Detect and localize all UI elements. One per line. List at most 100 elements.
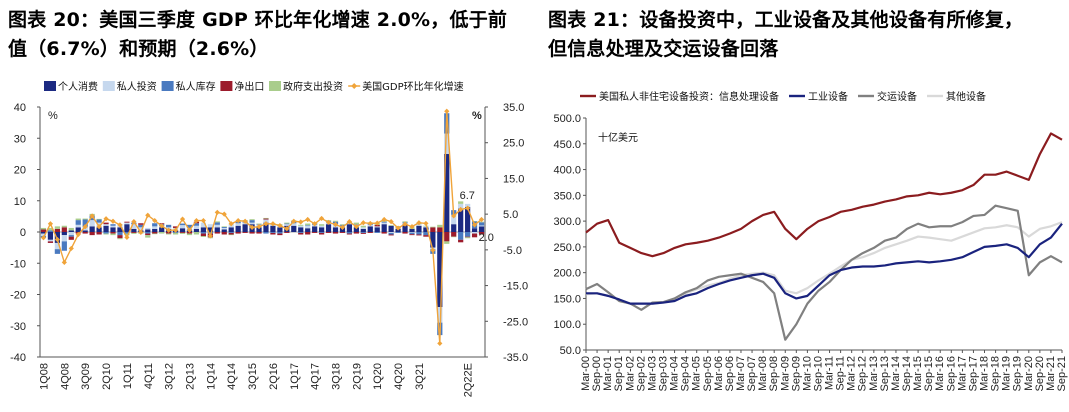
bar-segment: [152, 223, 158, 227]
gdp-growth-marker: [451, 213, 457, 219]
left-title-line2: 值（6.7%）和预期（2.6%）: [8, 38, 269, 60]
bar-segment: [437, 227, 443, 232]
gdp-growth-marker: [409, 224, 415, 230]
x-tick-label: Mar-09: [779, 356, 791, 391]
bar-segment: [193, 223, 200, 226]
bar-segment: [423, 226, 429, 228]
gdp-growth-marker: [54, 236, 60, 243]
bar-segment: [82, 218, 88, 220]
bar-segment: [89, 232, 95, 236]
bar-segment: [124, 222, 130, 225]
y-tick-label: -10: [10, 258, 26, 270]
x-tick-label: Mar-04: [669, 356, 681, 391]
bar-segment: [214, 221, 220, 223]
bar-segment: [61, 232, 67, 236]
bar-segment: [451, 224, 457, 232]
bar-segment: [68, 235, 74, 237]
bar-segment: [68, 236, 74, 240]
bar-segment: [374, 227, 380, 232]
gdp-growth-marker: [159, 223, 165, 229]
bar-segment: [89, 226, 95, 232]
bar-segment: [172, 226, 179, 228]
bar-segment: [200, 222, 207, 228]
y-tick-label: -40: [10, 352, 26, 364]
bar-segment: [75, 218, 81, 221]
legend-swatch: [161, 81, 174, 91]
gdp-growth-marker: [40, 235, 47, 241]
gdp-growth-marker: [61, 259, 67, 265]
x-tick-label: Sep-05: [702, 356, 714, 391]
gdp-growth-marker: [145, 212, 151, 218]
bar-segment: [332, 227, 339, 232]
gdp-growth-marker: [325, 219, 332, 225]
gdp-growth-marker: [270, 221, 276, 227]
bar-segment: [47, 239, 54, 242]
bar-segment: [68, 232, 74, 236]
x-tick-label: Mar-14: [890, 356, 902, 391]
bar-segment: [61, 225, 67, 228]
x-tick-label: Sep-13: [879, 356, 891, 391]
bar-segment: [68, 227, 74, 231]
bar-segment: [437, 307, 443, 323]
bar-segment: [284, 222, 290, 224]
bar-segment: [298, 227, 304, 232]
y2-tick-label: -35.0: [503, 352, 528, 364]
bar-segment: [381, 224, 387, 232]
bar-segment: [458, 232, 464, 240]
y2-tick-label: 25.0: [503, 138, 524, 150]
bar-segment: [214, 222, 220, 225]
legend-label: 交运设备: [877, 90, 917, 103]
bar-segment: [402, 224, 408, 232]
bar-segment: [117, 238, 123, 240]
gdp-growth-marker: [124, 234, 130, 240]
bar-segment: [228, 227, 234, 232]
gdp-growth-marker: [249, 224, 255, 230]
bar-segment: [318, 232, 325, 233]
bar-segment: [82, 230, 88, 232]
gdp-growth-marker: [430, 247, 436, 253]
x-tick-label: Sep-00: [591, 356, 603, 391]
x-tick-label: Sep-21: [1056, 356, 1068, 391]
gdp-growth-marker: [416, 220, 422, 226]
bar-segment: [444, 241, 450, 244]
bar-segment: [61, 241, 67, 251]
bar-segment: [131, 232, 137, 234]
bar-segment: [312, 232, 318, 233]
bar-segment: [193, 225, 200, 229]
gdp-growth-marker: [471, 222, 478, 228]
bar-segment: [82, 219, 88, 228]
bar-segment: [103, 222, 109, 225]
x-tick-label: Mar-18: [979, 356, 991, 391]
bar-segment: [179, 225, 186, 229]
gdp-growth-marker: [152, 217, 158, 224]
x-tick-label: Sep-07: [746, 356, 758, 391]
gdp-growth-marker: [242, 218, 248, 224]
legend-label: 政府支出投资: [283, 80, 343, 93]
gdp-growth-marker: [353, 224, 359, 230]
bar-segment: [249, 222, 255, 225]
bar-segment: [263, 232, 269, 234]
gdp-growth-marker: [235, 217, 241, 224]
bar-segment: [381, 222, 387, 225]
bar-segment: [318, 225, 325, 228]
y2-tick-label: -15.0: [503, 281, 528, 293]
bar-segment: [388, 225, 394, 232]
bar-segment: [444, 153, 450, 232]
bar-segment: [416, 232, 422, 235]
gdp-growth-marker: [138, 229, 144, 235]
x-tick-label: 2Q13: [184, 363, 196, 390]
legend-swatch: [269, 81, 281, 91]
bar-segment: [110, 227, 116, 232]
gdp-growth-marker: [179, 216, 186, 222]
bar-segment: [145, 232, 151, 234]
x-tick-label: Mar-03: [646, 356, 658, 391]
gdp-growth-marker: [388, 219, 394, 225]
bar-segment: [124, 224, 130, 232]
bar-segment: [332, 220, 339, 222]
gdp-growth-marker: [256, 224, 262, 230]
bar-segment: [298, 225, 304, 228]
x-tick-label: Mar-06: [713, 356, 725, 391]
bar-segment: [145, 233, 151, 236]
bar-segment: [332, 232, 339, 234]
gdp-growth-marker: [465, 205, 471, 211]
